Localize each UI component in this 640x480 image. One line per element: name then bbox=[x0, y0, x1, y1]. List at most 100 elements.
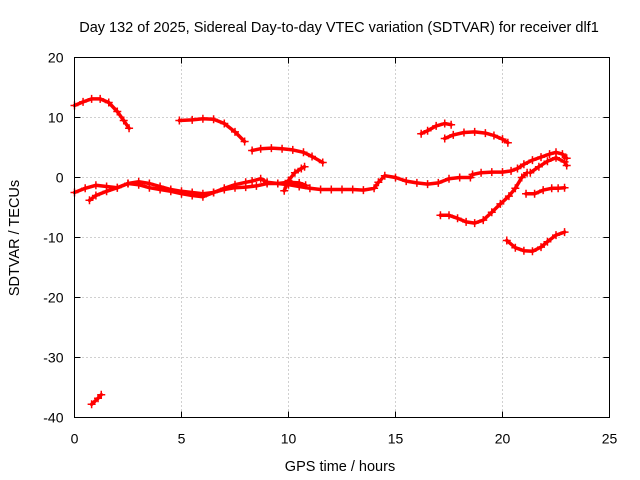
data-point bbox=[188, 115, 197, 124]
data-point bbox=[145, 179, 154, 188]
data-point bbox=[209, 115, 218, 124]
data-point bbox=[91, 181, 100, 190]
y-tick-label: 20 bbox=[48, 50, 64, 66]
y-tick-label: 10 bbox=[48, 110, 64, 126]
y-tick-label: -40 bbox=[43, 410, 63, 426]
data-point bbox=[417, 129, 426, 138]
data-point bbox=[308, 152, 317, 161]
data-point bbox=[462, 217, 471, 226]
data-point bbox=[188, 188, 197, 197]
data-point bbox=[166, 185, 175, 194]
data-point bbox=[267, 144, 276, 153]
series-line bbox=[470, 150, 569, 177]
data-point bbox=[519, 246, 528, 255]
data-point bbox=[273, 179, 282, 188]
data-point bbox=[79, 97, 88, 106]
x-tick-label: 0 bbox=[71, 431, 79, 447]
data-point bbox=[543, 157, 552, 166]
data-point bbox=[305, 184, 314, 193]
data-point bbox=[301, 181, 310, 190]
data-point bbox=[455, 173, 464, 182]
data-point bbox=[504, 192, 513, 201]
data-point bbox=[256, 144, 265, 153]
data-point bbox=[449, 130, 458, 139]
data-point bbox=[447, 120, 456, 129]
data-point bbox=[96, 94, 105, 103]
series-arc-7 bbox=[248, 144, 327, 167]
data-point bbox=[284, 176, 293, 185]
data-point bbox=[280, 186, 289, 195]
data-point bbox=[220, 119, 229, 128]
data-point bbox=[528, 156, 537, 165]
data-point bbox=[299, 148, 308, 157]
data-point bbox=[175, 116, 184, 125]
data-point bbox=[423, 180, 432, 189]
data-point bbox=[545, 150, 554, 159]
data-point bbox=[489, 131, 498, 140]
data-point bbox=[241, 178, 250, 187]
series-line bbox=[89, 392, 104, 407]
data-point bbox=[537, 243, 546, 252]
data-point bbox=[252, 181, 261, 190]
data-point bbox=[513, 164, 522, 173]
data-point bbox=[453, 214, 462, 223]
data-point bbox=[318, 158, 327, 167]
data-point bbox=[534, 162, 543, 171]
data-point bbox=[248, 146, 257, 155]
data-point bbox=[316, 185, 325, 194]
data-point bbox=[374, 178, 383, 187]
x-tick-label: 5 bbox=[178, 431, 186, 447]
series-arc-6 bbox=[175, 114, 249, 146]
data-point bbox=[558, 150, 567, 159]
data-point bbox=[440, 134, 449, 143]
data-point bbox=[81, 184, 90, 193]
chart-title: Day 132 of 2025, Sidereal Day-to-day VTE… bbox=[79, 20, 599, 36]
series-line bbox=[442, 130, 510, 145]
data-point bbox=[113, 183, 122, 192]
data-point bbox=[91, 191, 100, 200]
data-point bbox=[528, 247, 537, 256]
series-arc-12 bbox=[526, 153, 571, 177]
data-point bbox=[537, 153, 546, 162]
data-point bbox=[380, 171, 389, 180]
data-point bbox=[359, 186, 368, 195]
data-point bbox=[412, 178, 421, 187]
series-arc-5 bbox=[280, 162, 309, 195]
data-point bbox=[543, 237, 552, 246]
data-point bbox=[402, 177, 411, 186]
data-point bbox=[198, 189, 207, 198]
y-axis-label: SDTVAR / TECUs bbox=[7, 180, 23, 296]
data-point bbox=[470, 127, 479, 136]
data-point bbox=[511, 184, 520, 193]
series-arc-9 bbox=[440, 127, 512, 147]
data-point bbox=[125, 124, 134, 133]
data-point bbox=[503, 138, 512, 147]
data-point bbox=[87, 94, 96, 103]
data-point bbox=[440, 119, 449, 128]
data-point bbox=[263, 178, 272, 187]
data-point bbox=[502, 236, 511, 245]
data-point bbox=[391, 173, 400, 182]
data-point bbox=[507, 166, 516, 175]
series-arc-13 bbox=[502, 228, 569, 256]
data-point bbox=[560, 228, 569, 237]
series-arc-2 bbox=[87, 390, 106, 409]
data-point bbox=[526, 168, 535, 177]
data-point bbox=[496, 199, 505, 208]
data-point bbox=[290, 168, 299, 177]
data-point bbox=[134, 177, 143, 186]
data-point bbox=[177, 187, 186, 196]
data-point bbox=[156, 182, 165, 191]
series-arc-11 bbox=[468, 148, 571, 179]
data-point bbox=[338, 185, 346, 194]
data-point bbox=[519, 160, 528, 169]
data-point bbox=[445, 211, 453, 220]
data-point bbox=[423, 126, 432, 135]
data-point bbox=[248, 177, 257, 186]
series-line bbox=[438, 170, 529, 225]
data-point bbox=[348, 185, 357, 194]
data-point bbox=[104, 98, 113, 107]
axis-ticks: 0 5 10 15 20 25 -40 -30 -20 -10 0 10 20 bbox=[43, 50, 617, 447]
data-point bbox=[511, 243, 520, 252]
data-point bbox=[327, 185, 336, 194]
